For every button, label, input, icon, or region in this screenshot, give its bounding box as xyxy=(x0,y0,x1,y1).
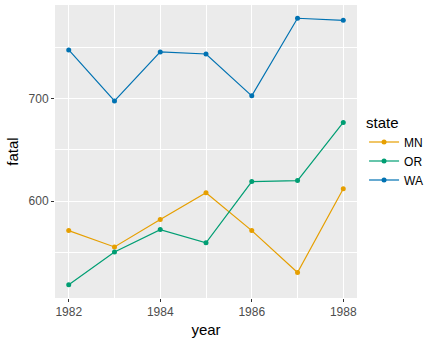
svg-text:600: 600 xyxy=(29,194,49,208)
svg-text:fatal: fatal xyxy=(4,137,21,165)
svg-text:1984: 1984 xyxy=(147,305,174,319)
svg-text:WA: WA xyxy=(404,174,423,188)
svg-text:700: 700 xyxy=(29,92,49,106)
svg-text:1982: 1982 xyxy=(55,305,82,319)
svg-text:MN: MN xyxy=(404,136,423,150)
svg-text:OR: OR xyxy=(404,155,422,169)
svg-text:state: state xyxy=(366,114,399,131)
svg-text:1986: 1986 xyxy=(238,305,265,319)
svg-text:1988: 1988 xyxy=(330,305,357,319)
svg-text:year: year xyxy=(191,321,220,338)
